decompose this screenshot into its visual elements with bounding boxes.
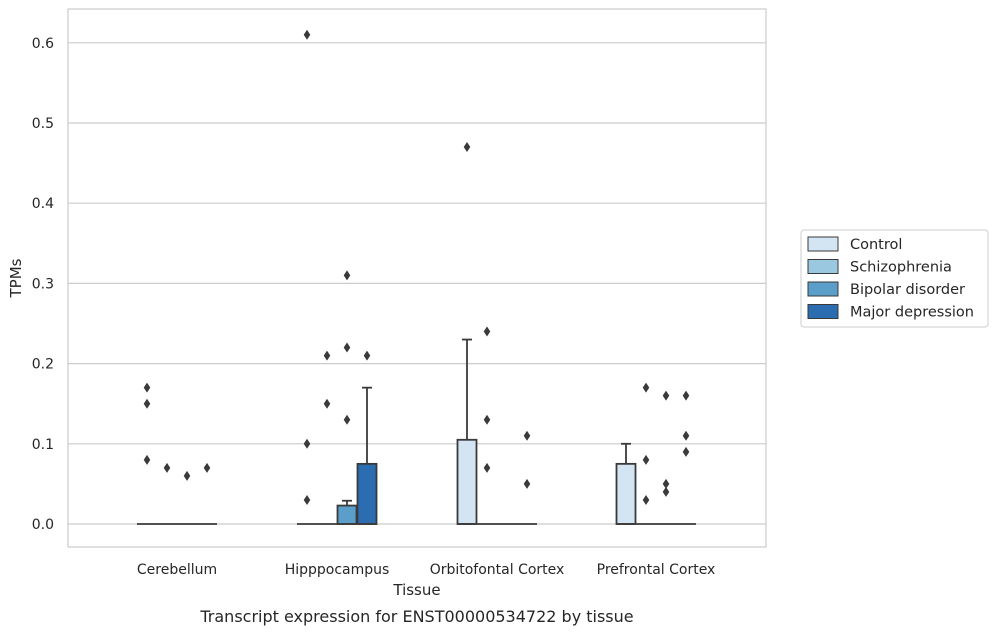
outlier-point xyxy=(203,462,211,473)
legend-swatch xyxy=(807,304,839,319)
legend-items: Control Schizophrenia Bipolar disorder Majo… xyxy=(807,236,974,321)
outlier-point xyxy=(323,350,331,361)
outlier-point xyxy=(163,462,171,473)
x-axis-ticks: Cerebellum Hipppocampus Orbitofontal Corte… xyxy=(137,562,715,578)
outlier-point xyxy=(682,390,690,401)
outlier-point xyxy=(523,430,531,441)
gridlines xyxy=(68,42,766,525)
outlier-point xyxy=(662,478,670,489)
outlier-point xyxy=(642,382,650,393)
outlier-point xyxy=(483,462,491,473)
outlier-point xyxy=(523,478,531,489)
outlier-point xyxy=(143,398,151,409)
outlier-point xyxy=(143,382,151,393)
outlier-point xyxy=(303,29,311,40)
box-body xyxy=(615,462,637,525)
y-axis-title: TPMs xyxy=(7,258,25,298)
outlier-point xyxy=(303,438,311,449)
legend-swatch xyxy=(807,281,839,297)
legend-swatch xyxy=(807,259,839,274)
legend-label: Control xyxy=(850,237,902,253)
legend-label: Schizophrenia xyxy=(850,260,952,276)
outlier-point xyxy=(183,470,191,481)
y-tick-label: 0.3 xyxy=(32,276,54,292)
plot-frame xyxy=(67,8,767,548)
x-axis-title: Tissue xyxy=(392,581,440,599)
legend-swatch xyxy=(807,236,839,252)
x-tick-label: Cerebellum xyxy=(137,562,217,578)
box-body xyxy=(336,504,358,525)
box-control xyxy=(615,442,637,525)
box-groups xyxy=(137,338,696,525)
legend-label: Major depression xyxy=(850,305,974,321)
outlier-point xyxy=(662,486,670,497)
x-tick-label: Prefrontal Cortex xyxy=(597,562,716,578)
outlier-point xyxy=(343,342,351,353)
box-body xyxy=(456,438,478,525)
outlier-point xyxy=(662,390,670,401)
outlier-point xyxy=(323,398,331,409)
y-tick-label: 0.4 xyxy=(32,196,54,212)
box-bipolar-disorder xyxy=(336,499,358,525)
outlier-point xyxy=(343,270,351,281)
box-major-depression xyxy=(356,386,378,525)
outlier-point xyxy=(343,414,351,425)
outlier-point xyxy=(682,430,690,441)
outlier-point xyxy=(642,454,650,465)
plot-area xyxy=(68,9,766,547)
x-tick-label: Hipppocampus xyxy=(285,562,390,578)
outlier-point xyxy=(682,446,690,457)
y-tick-label: 0.1 xyxy=(32,437,54,453)
y-tick-label: 0.0 xyxy=(32,517,54,533)
outlier-point xyxy=(483,326,491,337)
outlier-point xyxy=(642,494,650,505)
legend-label: Bipolar disorder xyxy=(850,282,965,298)
y-tick-label: 0.6 xyxy=(32,36,54,52)
legend: Control Schizophrenia Bipolar disorder Majo… xyxy=(800,229,989,328)
outlier-point xyxy=(483,414,491,425)
x-tick-label: Orbitofontal Cortex xyxy=(430,562,565,578)
y-axis-ticks: 0.0 0.1 0.2 0.3 0.4 0.5 0.6 xyxy=(32,36,54,533)
chart-caption: Transcript expression for ENST0000053472… xyxy=(199,607,633,626)
y-tick-label: 0.5 xyxy=(32,116,54,132)
outlier-point xyxy=(363,350,371,361)
outlier-point xyxy=(303,494,311,505)
outlier-point xyxy=(463,142,471,153)
box-body xyxy=(356,462,378,525)
outlier-point xyxy=(143,454,151,465)
legend-frame xyxy=(800,229,989,328)
y-tick-label: 0.2 xyxy=(32,357,54,373)
box-control xyxy=(456,338,478,525)
outlier-markers xyxy=(143,29,690,505)
